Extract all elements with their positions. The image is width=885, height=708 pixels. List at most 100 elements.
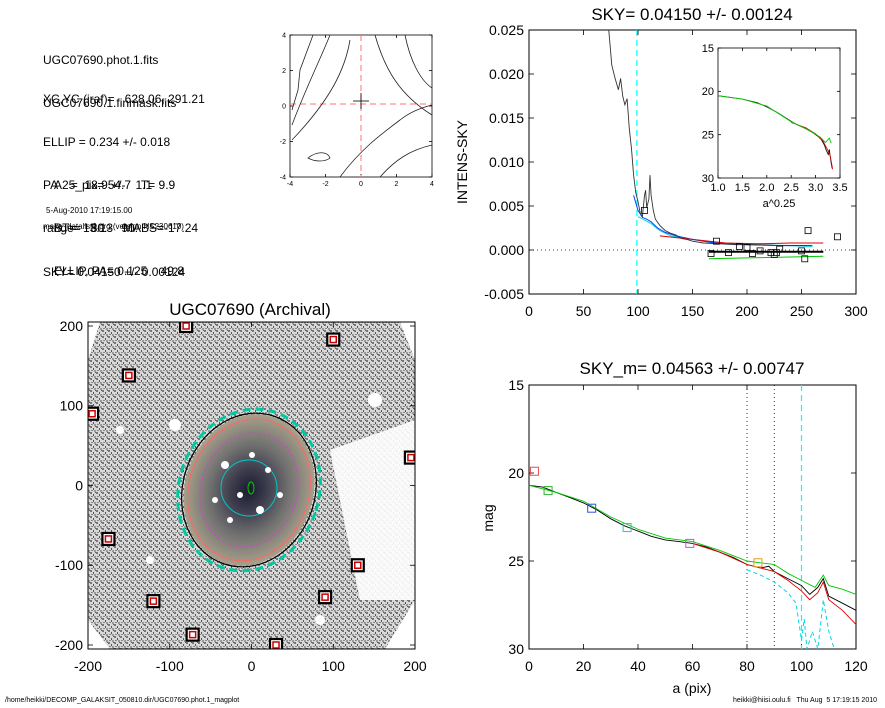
contour-line	[339, 104, 433, 178]
contour-xtick-label: 2	[395, 181, 399, 188]
mag-point	[685, 538, 695, 548]
image-masked-region	[330, 420, 415, 600]
mag-xtick-label: 100	[790, 658, 814, 674]
contour-line	[404, 34, 433, 89]
mag-ytick-label: 30	[508, 641, 524, 657]
galaxy-isophote	[187, 418, 311, 562]
image-mask-box-inner	[321, 593, 329, 601]
sky-point	[834, 233, 841, 241]
inset-xtick-label: 1.5	[735, 182, 750, 194]
galaxy-center-marker	[247, 481, 255, 495]
info-line: UGC07690.phot.1.fits	[43, 52, 159, 67]
mag-point	[753, 558, 763, 568]
galaxy-masked-star	[256, 506, 264, 514]
sky-chart: SKY= 0.04150 +/- 0.00124 INTENS-SKY 0 50 1…	[454, 5, 868, 319]
contour-xtick-label: -2	[322, 181, 328, 188]
mag-xtick-label: 80	[739, 658, 755, 674]
mag-ytick-label: 25	[508, 553, 524, 569]
contour-ytick-label: -4	[280, 174, 286, 181]
info-derived: A25_pix= 54.7 T= 9.9 BT= 13.13 MABS=-17.…	[54, 149, 198, 293]
mag-series-cyan	[746, 569, 835, 650]
image-mask-box	[185, 627, 200, 642]
sky-profile-line	[608, 30, 813, 247]
image-mask-box	[101, 531, 116, 547]
info-line: XC,YC (iraf)= 628.06, 291.21	[43, 91, 205, 106]
image-masked-star	[169, 419, 181, 431]
inset-series-green	[717, 95, 832, 144]
inset-ytick-label: 15	[702, 43, 714, 55]
sky-ytick-label: 0.005	[489, 198, 524, 214]
image-mask-box	[268, 637, 284, 649]
image-chart-title: UGC07690 (Archival)	[169, 300, 331, 319]
mag-point	[587, 503, 597, 513]
contour-line	[374, 34, 433, 116]
sky-point	[749, 250, 756, 257]
sky-xtick-label: 150	[681, 303, 705, 319]
info-line: UGC07690.1.finmask.fits	[43, 96, 177, 111]
image-mask-box-inner	[188, 630, 197, 639]
inset-xtick-label: 3.5	[832, 182, 847, 194]
mag-ytick-label: 20	[508, 465, 524, 481]
image-mask-box-inner	[272, 641, 280, 649]
image-ytick-label: 100	[60, 398, 84, 414]
contour-line	[307, 152, 331, 162]
sky-ytick-label: -0.005	[484, 286, 524, 302]
mag-series-red	[692, 542, 857, 625]
contour-ytick-label: 4	[282, 32, 286, 39]
sky-xtick-label: 200	[735, 303, 759, 319]
sky-point	[641, 206, 648, 214]
mag-chart-xlabel: a (pix)	[673, 680, 712, 696]
galaxy-isophote	[199, 432, 299, 548]
sky-xtick-label: 300	[844, 303, 868, 319]
image-xtick-label: 100	[322, 658, 346, 674]
galaxy-masked-star	[249, 452, 255, 458]
sky-inset-frame	[717, 47, 841, 179]
image-mask-box	[317, 590, 333, 605]
image-mask-box	[88, 406, 100, 421]
sky-ytick-label: 0.020	[489, 66, 524, 82]
image-mask-box-inner	[125, 371, 133, 380]
info-line: ELLIP = 0.234 +/- 0.018	[43, 135, 171, 150]
contour-line	[291, 34, 314, 111]
image-ytick-label: -100	[55, 557, 83, 573]
mag-ytick-label: 15	[508, 377, 524, 393]
contour-ytick-label: 2	[282, 68, 286, 75]
galaxy-image-chart: UGC07690 (Archival)	[55, 300, 427, 674]
sky-series-green	[708, 255, 824, 260]
contour-xtick-label: -4	[287, 181, 293, 188]
sky-chart-title: SKY= 0.04150 +/- 0.00124	[591, 5, 792, 24]
mag-point	[622, 523, 632, 533]
contour-line	[291, 34, 331, 126]
image-ytick-label: 200	[60, 318, 84, 334]
sky-profile-group	[608, 30, 813, 247]
mag-xtick-label: 20	[576, 658, 592, 674]
image-mask-box-inner	[407, 453, 415, 462]
mag-chart-title: SKY_m= 0.04563 +/- 0.00747	[580, 359, 805, 378]
inset-xtick-label: 2.5	[784, 182, 799, 194]
sky-xtick-label: 50	[576, 303, 592, 319]
mag-point	[529, 466, 539, 476]
image-mask-box	[121, 368, 136, 383]
sky-xtick-label: 250	[790, 303, 814, 319]
contour-chart: -4 -2 0 2 4 -4 -2 0 2 4	[280, 32, 434, 188]
mag-chart: SKY_m= 0.04563 +/- 0.00747 mag a (pix) 0…	[480, 359, 868, 696]
inset-ytick-label: 20	[702, 86, 714, 98]
image-mask-box-inner	[354, 561, 362, 570]
sky-point	[725, 249, 732, 257]
contour-line	[379, 144, 433, 178]
galaxy-masked-star	[227, 517, 233, 523]
galaxy-outer-isophote	[176, 407, 322, 573]
sky-point	[776, 245, 784, 253]
mag-xtick-label: 40	[630, 658, 646, 674]
image-ytick-label: -200	[55, 637, 83, 653]
image-mask-box-inner	[104, 535, 113, 543]
contour-line	[291, 39, 351, 141]
galaxy-masked-star	[212, 497, 218, 503]
galaxy-masked-star	[277, 492, 283, 498]
info-date: 5-Aug-2010 17:19:15.00	[46, 206, 133, 215]
sky-point	[743, 243, 751, 251]
mag-xtick-label: 120	[844, 658, 868, 674]
galaxy-inner-circle	[220, 459, 278, 517]
mag-chart-frame	[528, 384, 857, 650]
image-masked-star	[315, 615, 325, 625]
